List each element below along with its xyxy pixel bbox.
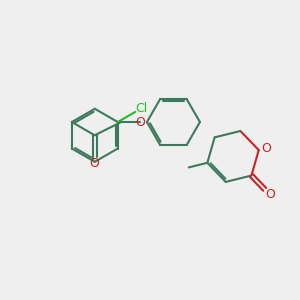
Text: Cl: Cl: [135, 102, 147, 115]
Text: O: O: [265, 188, 275, 201]
Text: O: O: [135, 116, 145, 128]
Text: O: O: [90, 157, 100, 170]
Text: O: O: [262, 142, 272, 154]
